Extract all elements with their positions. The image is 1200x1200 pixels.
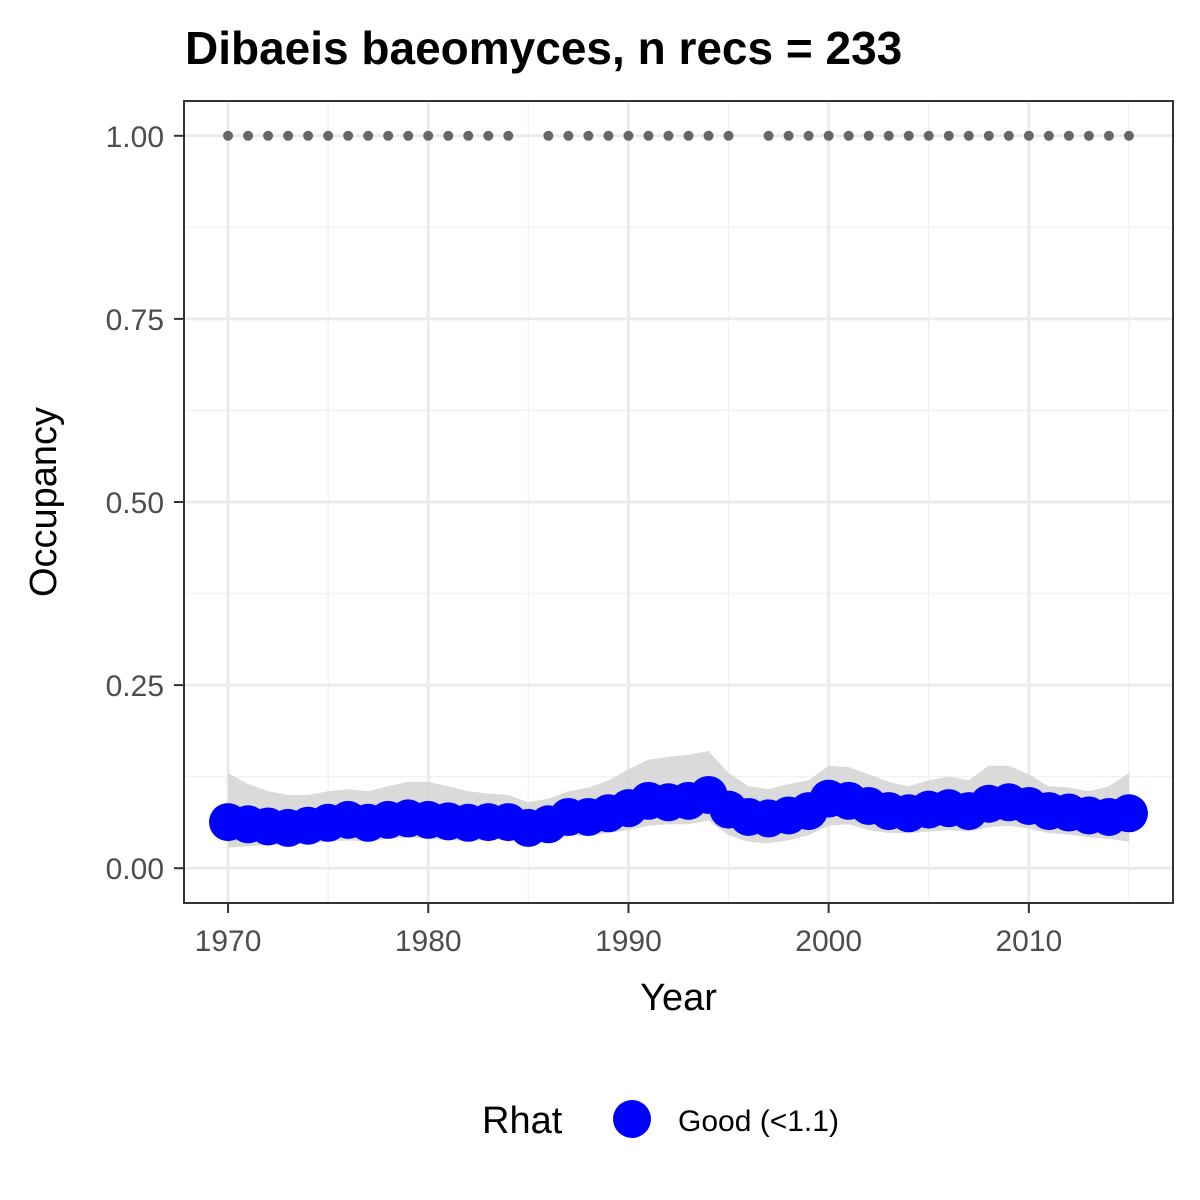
y-tick-label: 0.75 bbox=[106, 304, 164, 337]
chart-title: Dibaeis baeomyces, n recs = 233 bbox=[185, 22, 902, 74]
record-point bbox=[943, 130, 954, 141]
y-tick-label: 0.50 bbox=[106, 487, 164, 520]
record-point bbox=[923, 130, 934, 141]
record-point bbox=[403, 130, 414, 141]
legend-key-good bbox=[613, 1100, 651, 1138]
record-point bbox=[763, 130, 774, 141]
legend-title: Rhat bbox=[482, 1100, 563, 1142]
record-point bbox=[963, 130, 974, 141]
y-axis-title: Occupancy bbox=[23, 407, 65, 597]
record-point bbox=[1103, 130, 1114, 141]
record-point bbox=[863, 130, 874, 141]
record-point bbox=[543, 130, 554, 141]
record-point bbox=[843, 130, 854, 141]
record-point bbox=[683, 130, 694, 141]
record-point bbox=[1063, 130, 1074, 141]
record-point bbox=[1043, 130, 1054, 141]
record-point bbox=[623, 130, 634, 141]
y-tick-label: 0.25 bbox=[106, 670, 164, 703]
record-point bbox=[803, 130, 814, 141]
record-point bbox=[383, 130, 394, 141]
x-tick-label: 2000 bbox=[795, 925, 862, 958]
legend: Rhat Good (<1.1) bbox=[482, 1100, 839, 1142]
record-point bbox=[443, 130, 454, 141]
record-point bbox=[463, 130, 474, 141]
x-tick-label: 1990 bbox=[595, 925, 662, 958]
record-point bbox=[983, 130, 994, 141]
record-points-layer bbox=[223, 130, 1134, 141]
record-point bbox=[663, 130, 674, 141]
occupancy-series-layer bbox=[209, 775, 1148, 847]
x-tick-label: 1980 bbox=[395, 925, 462, 958]
record-point bbox=[883, 130, 894, 141]
record-point bbox=[283, 130, 294, 141]
record-point bbox=[603, 130, 614, 141]
record-point bbox=[363, 130, 374, 141]
record-point bbox=[343, 130, 354, 141]
record-point bbox=[1083, 130, 1094, 141]
record-point bbox=[483, 130, 494, 141]
occupancy-point bbox=[1109, 794, 1148, 833]
y-tick-label: 1.00 bbox=[106, 121, 164, 154]
record-point bbox=[243, 130, 254, 141]
record-point bbox=[783, 130, 794, 141]
record-point bbox=[223, 130, 234, 141]
x-axis: 1970 1980 1990 2000 2010 bbox=[195, 903, 1062, 958]
record-point bbox=[423, 130, 434, 141]
x-tick-label: 1970 bbox=[195, 925, 262, 958]
y-tick-label: 0.00 bbox=[106, 853, 164, 886]
record-point bbox=[563, 130, 574, 141]
record-point bbox=[263, 130, 274, 141]
record-point bbox=[643, 130, 654, 141]
record-point bbox=[723, 130, 734, 141]
x-tick-label: 2010 bbox=[995, 925, 1062, 958]
record-point bbox=[583, 130, 594, 141]
record-point bbox=[703, 130, 714, 141]
record-point bbox=[303, 130, 314, 141]
record-point bbox=[1003, 130, 1014, 141]
record-point bbox=[1023, 130, 1034, 141]
record-point bbox=[823, 130, 834, 141]
record-point bbox=[323, 130, 334, 141]
record-point bbox=[503, 130, 514, 141]
legend-label-good: Good (<1.1) bbox=[678, 1105, 839, 1138]
y-axis: 0.00 0.25 0.50 0.75 1.00 bbox=[106, 121, 184, 886]
record-point bbox=[903, 130, 914, 141]
record-point bbox=[1123, 130, 1134, 141]
x-axis-title: Year bbox=[640, 977, 717, 1019]
